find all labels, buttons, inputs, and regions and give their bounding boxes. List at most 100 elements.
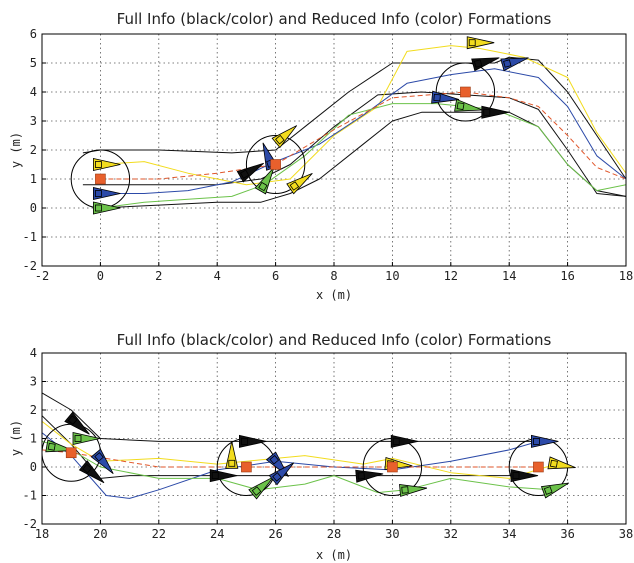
bottom-ytick-label: 0 [30,460,37,474]
bottom-agent-marker [547,456,576,470]
bottom-xtick-label: 26 [268,527,282,541]
top-ytick-label: 2 [30,143,37,157]
bottom-ytick-label: -1 [23,489,37,503]
bottom-agent-marker [64,411,90,435]
top-agent-square [289,181,300,191]
bottom-agent-marker [355,469,384,483]
top-ytick-label: 6 [30,27,37,41]
top-xtick-label: 8 [330,269,337,283]
bottom-centroid-marker [533,461,544,473]
chart-bottom-xlabel: x (m) [316,548,352,562]
top-agent-marker [93,201,121,215]
bottom-agent-square [74,435,82,442]
top-agent-square [503,59,512,68]
top-agent-marker [500,57,529,72]
bottom-agent-square [269,454,280,465]
bottom-centroid-marker [65,447,77,459]
bottom-xtick-label: 24 [210,527,224,541]
top-agent-marker [481,105,509,119]
top-agent-marker [471,57,500,72]
top-agent-square [433,93,441,102]
top-series-line [100,91,626,180]
top-plot-frame [41,33,627,267]
top-centroid-marker [270,159,281,170]
top-ytick-label: 5 [30,56,37,70]
bottom-centroid-marker [241,461,252,473]
bottom-agent-marker [540,482,570,499]
top-agent-square [275,134,285,145]
top-agent-square [240,169,250,179]
chart-top: Full Info (black/color) and Reduced Info… [9,10,633,302]
top-xtick-label: 12 [444,269,458,283]
top-plot-area [70,36,626,215]
chart-bottom: Full Info (black/color) and Reduced Info… [9,331,633,562]
top-agent-marker [286,172,313,195]
top-agent-marker [236,162,264,183]
top-ytick-label: 1 [30,172,37,186]
bottom-xtick-label: 28 [327,527,341,541]
bottom-agent-square [228,459,236,467]
bottom-agent-marker [90,448,114,475]
top-series-line [82,56,626,180]
top-centroid-marker [95,173,106,185]
top-xtick-label: 4 [214,269,221,283]
top-agent-body [286,172,313,195]
bottom-agent-square [251,486,262,496]
bottom-agent-square [82,463,92,474]
top-agent-marker [466,36,495,50]
bottom-agent-marker [510,469,539,483]
top-centroid-marker [460,86,471,98]
top-agent-square [258,181,268,192]
bottom-agent-marker [78,460,105,484]
top-xtick-label: 16 [560,269,574,283]
bottom-xtick-label: 32 [444,527,458,541]
bottom-series-line [42,392,539,442]
bottom-agent-square [240,437,248,445]
bottom-agent-square [392,437,400,445]
top-xtick-label: 18 [619,269,633,283]
bottom-plot-frame [41,352,627,525]
bottom-agent-marker [248,476,274,500]
top-agent-square [468,39,476,47]
bottom-agent-marker [399,483,428,497]
bottom-agent-square [67,415,78,425]
top-agent-marker [254,167,275,195]
top-xtick-label: 0 [97,269,104,283]
bottom-xtick-label: 30 [385,527,399,541]
bottom-agent-marker [225,441,239,469]
top-ytick-label: -1 [23,230,37,244]
bottom-agent-square [357,472,365,480]
bottom-agent-square [401,486,409,494]
bottom-ytick-label: 2 [30,403,37,417]
top-agent-square [473,59,483,68]
top-ytick-label: 0 [30,201,37,215]
chart-bottom-title: Full Info (black/color) and Reduced Info… [117,331,552,349]
bottom-xtick-label: 34 [502,527,516,541]
top-agent-square [456,102,465,111]
top-xtick-label: 10 [385,269,399,283]
bottom-agent-marker [72,432,101,445]
bottom-series-line [42,421,557,479]
top-agent-marker [271,125,298,149]
bottom-ytick-label: 1 [30,432,37,446]
bottom-agent-marker [238,434,267,448]
bottom-xtick-label: 38 [619,527,633,541]
bottom-xtick-label: 22 [152,527,166,541]
bottom-agent-square [543,486,553,495]
bottom-agent-square [47,442,56,451]
bottom-series-line [42,440,551,494]
bottom-agent-square [94,452,104,462]
bottom-agent-square [272,472,282,482]
bottom-agent-marker [209,469,238,483]
bottom-agent-marker [531,434,559,448]
top-ytick-label: -2 [23,259,37,273]
chart-top-ylabel: y (m) [9,132,23,168]
top-ytick-label: 3 [30,114,37,128]
top-agent-square [95,161,102,168]
bottom-xtick-label: 20 [93,527,107,541]
bottom-plot-area [42,392,576,500]
top-agent-square [95,204,102,212]
top-formation-circle [245,135,306,194]
top-series-line [100,68,626,194]
bottom-centroid-marker [387,461,398,473]
